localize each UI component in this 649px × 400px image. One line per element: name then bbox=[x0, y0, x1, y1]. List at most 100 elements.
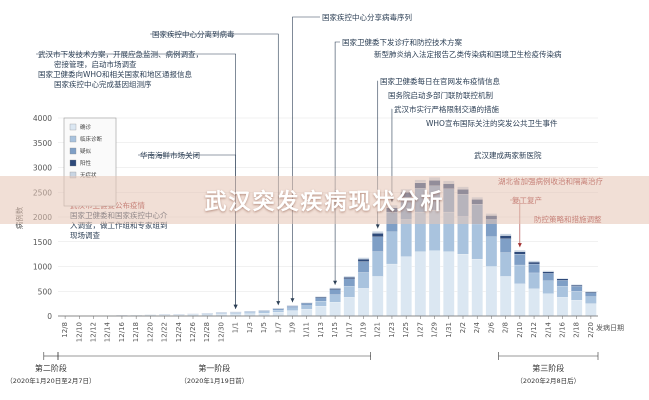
x-tick-label: 12/8 bbox=[61, 322, 69, 338]
x-tick-label: 2/4 bbox=[473, 321, 481, 333]
annotation-arrow bbox=[517, 243, 522, 248]
annotation-label: 国家疾控中心完成基因组测序 bbox=[54, 79, 152, 89]
bar-segment bbox=[258, 311, 270, 314]
phase-title: 第一阶段 bbox=[198, 363, 230, 373]
bar-segment bbox=[585, 296, 597, 304]
bar-segment bbox=[201, 313, 213, 315]
bar-segment bbox=[528, 272, 540, 289]
bar-segment bbox=[301, 303, 313, 306]
x-tick-label: 2/10 bbox=[516, 322, 524, 338]
x-tick-label: 1/5 bbox=[260, 322, 268, 333]
x-tick-label: 2/18 bbox=[573, 322, 581, 338]
bar-segment bbox=[244, 311, 256, 313]
bar-segment bbox=[556, 278, 569, 281]
annotation-label: 武汉建成两家新医院 bbox=[474, 150, 542, 160]
bar-segment bbox=[556, 278, 569, 279]
bar-segment bbox=[357, 288, 370, 317]
phase-subtitle: （2020年1月20日至2月7日） bbox=[6, 376, 95, 385]
x-tick-label: 2/2 bbox=[459, 322, 467, 333]
legend-label: 无症状 bbox=[80, 171, 97, 179]
legend-swatch bbox=[69, 123, 77, 131]
bar-segment bbox=[258, 312, 270, 317]
bar-segment bbox=[301, 305, 313, 310]
x-tick-label: 12/24 bbox=[175, 321, 183, 342]
bar-segment bbox=[343, 276, 355, 278]
x-tick-label: 12/12 bbox=[90, 322, 98, 342]
bar-segment bbox=[499, 276, 512, 317]
annotation-arrow bbox=[290, 298, 295, 303]
bar-segment bbox=[329, 289, 341, 295]
x-tick-label: 2/12 bbox=[530, 322, 538, 338]
x-tick-label: 2/16 bbox=[558, 321, 566, 337]
x-tick-label: 1/19 bbox=[360, 322, 368, 338]
x-tick-label: 12/30 bbox=[217, 322, 225, 342]
bar-segment bbox=[272, 309, 284, 313]
bar-segment bbox=[286, 310, 299, 317]
bar-segment bbox=[585, 292, 597, 297]
bar-segment bbox=[286, 307, 299, 311]
bar-segment bbox=[556, 280, 569, 287]
bar-segment bbox=[400, 219, 412, 257]
annotation-label: 密接管理，启动市场调查 bbox=[54, 59, 137, 69]
bar-segment bbox=[571, 284, 583, 286]
x-tick-label: 1/13 bbox=[317, 322, 325, 338]
annotation-label: 国家疾控中心分享病毒序列 bbox=[322, 12, 412, 22]
bar-segment bbox=[372, 231, 384, 234]
bar-segment bbox=[471, 258, 483, 317]
y-tick-label: 1000 bbox=[33, 263, 52, 272]
annotation-label: 入调查，做工作组和专家组到 bbox=[70, 220, 168, 230]
bar-segment bbox=[272, 311, 284, 317]
bar-segment bbox=[514, 264, 526, 284]
x-tick-label: 1/17 bbox=[345, 322, 353, 338]
annotation-label: 国家卫健委向WHO和相关国家和地区通报信息 bbox=[38, 69, 192, 79]
bar-segment bbox=[528, 260, 540, 263]
y-tick-label: 0 bbox=[47, 312, 52, 321]
x-tick-label: 12/18 bbox=[132, 322, 140, 342]
x-tick-label: 1/3 bbox=[246, 322, 254, 333]
legend-label: 临床诊断 bbox=[80, 135, 103, 143]
legend-swatch bbox=[69, 159, 77, 167]
bar-segment bbox=[357, 258, 370, 262]
bar-segment bbox=[215, 313, 228, 315]
bar-segment bbox=[244, 312, 256, 314]
bar-segment bbox=[343, 297, 355, 317]
legend-swatch bbox=[69, 147, 77, 155]
bar-segment bbox=[229, 312, 242, 314]
x-tick-label: 1/25 bbox=[402, 322, 410, 338]
legend-label: 疑似 bbox=[80, 147, 92, 155]
x-tick-label: 1/1 bbox=[232, 322, 240, 333]
x-tick-label: 1/31 bbox=[445, 322, 453, 338]
bar-segment bbox=[229, 311, 242, 313]
x-tick-label: 1/9 bbox=[288, 322, 296, 333]
annotation-leader bbox=[292, 16, 320, 303]
bar-segment bbox=[571, 291, 583, 301]
bar-segment bbox=[372, 236, 384, 252]
phase-subtitle: （2020年1月19日前） bbox=[180, 376, 248, 385]
x-tick-label: 12/14 bbox=[104, 321, 112, 342]
y-tick-label: 1500 bbox=[33, 238, 52, 247]
bar-segment bbox=[315, 301, 327, 307]
annotation-label: WHO宣布国际关注的突发公共卫生事件 bbox=[426, 118, 558, 128]
bar-segment bbox=[542, 293, 554, 317]
annotation-label: 新型肺炎纳入法定报告乙类传染病和国境卫生检疫传染病 bbox=[374, 49, 562, 59]
bar-segment bbox=[571, 300, 583, 317]
bar-segment bbox=[343, 277, 355, 279]
annotation-arrow bbox=[233, 304, 238, 309]
bar-segment bbox=[386, 263, 398, 317]
bar-segment bbox=[528, 261, 540, 265]
bar-segment bbox=[258, 310, 270, 312]
x-tick-label: 2/20 bbox=[587, 322, 595, 338]
x-tick-label: 1/27 bbox=[416, 322, 424, 338]
annotation-label: 武汉市实行严格限制交通的措施 bbox=[394, 104, 499, 114]
bar-segment bbox=[514, 250, 526, 252]
bar-segment bbox=[357, 257, 370, 260]
bar-segment bbox=[357, 261, 370, 273]
bar-segment bbox=[428, 250, 441, 317]
bar-segment bbox=[542, 271, 554, 274]
bar-segment bbox=[528, 288, 540, 317]
x-tick-label: 1/15 bbox=[331, 322, 339, 338]
bar-segment bbox=[499, 252, 512, 277]
bar-segment bbox=[556, 297, 569, 317]
bar-segment bbox=[357, 272, 370, 289]
banner-title: 武汉突发疾病现状分析 bbox=[204, 190, 445, 215]
